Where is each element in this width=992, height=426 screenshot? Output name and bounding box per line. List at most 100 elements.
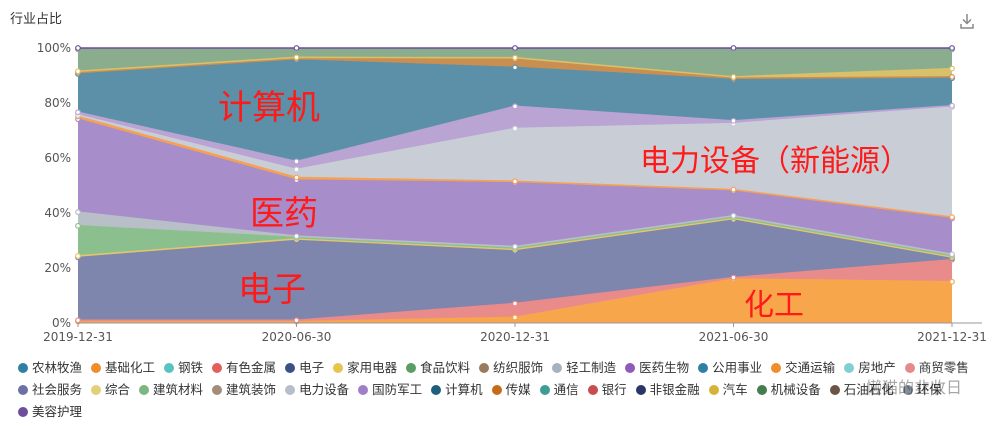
legend-item[interactable]: 环保 [902,379,942,401]
legend-label: 钢铁 [178,360,204,375]
legend-item[interactable]: 商贸零售 [904,357,969,379]
legend-item[interactable]: 有色金属 [212,357,276,379]
legend-item[interactable]: 计算机 [431,379,483,401]
legend-item[interactable]: 医药生物 [625,357,689,379]
data-point[interactable] [949,214,955,221]
legend-item[interactable]: 家用电器 [333,357,397,379]
data-point[interactable] [512,45,518,51]
legend-item[interactable]: 建筑装饰 [212,379,276,401]
data-point[interactable] [293,45,300,51]
data-point[interactable] [949,251,955,258]
chart-title: 行业占比 [10,12,63,27]
legend-marker-icon [212,385,223,395]
legend-marker-icon [18,363,28,373]
annotation-power-equipment: 电力设备（新能源） [640,144,910,179]
legend-item[interactable]: 美容护理 [18,401,82,423]
legend-item[interactable]: 石油石化 [829,379,894,401]
annotation-pharma: 医药 [250,194,318,234]
data-point[interactable] [730,274,737,281]
legend-item[interactable]: 银行 [587,379,627,401]
data-point[interactable] [512,314,518,321]
legend-marker-icon [552,363,563,373]
legend-item[interactable]: 综合 [91,379,130,401]
data-point[interactable] [293,317,300,324]
annotation-chemicals: 化工 [744,288,804,323]
legend-item[interactable]: 汽车 [708,379,748,401]
legend-label: 基础化工 [105,360,156,375]
data-point[interactable] [512,64,518,71]
legend-marker-icon [18,385,28,395]
legend-item[interactable]: 交通运输 [771,357,835,379]
data-point[interactable] [512,178,518,185]
data-point[interactable] [75,68,81,75]
legend-marker-icon [285,385,296,395]
legend-item[interactable]: 通信 [539,379,579,401]
legend-label: 交通运输 [785,360,836,375]
y-tick-label: 20% [44,261,71,275]
data-point[interactable] [512,54,518,61]
legend-label: 社会服务 [32,382,83,397]
legend-item[interactable]: 国防军工 [358,379,422,401]
data-point[interactable] [730,186,737,193]
legend-label: 计算机 [445,382,483,397]
y-tick-label: 0% [52,316,71,330]
legend-item[interactable]: 农林牧渔 [18,357,82,379]
legend-marker-icon [708,385,719,395]
data-point[interactable] [949,65,955,72]
data-point[interactable] [75,222,81,229]
legend-item[interactable]: 食品饮料 [406,357,470,379]
legend-item[interactable]: 纺织服饰 [479,357,543,379]
data-point[interactable] [512,243,518,250]
data-point[interactable] [293,174,300,181]
data-point[interactable] [293,54,300,61]
legend-item[interactable]: 传媒 [491,379,531,401]
data-point[interactable] [730,117,737,124]
data-point[interactable] [75,317,81,324]
data-point[interactable] [730,45,737,51]
data-point[interactable] [293,233,300,240]
data-point[interactable] [75,109,81,116]
legend-marker-icon [406,363,417,373]
data-point[interactable] [730,212,737,219]
legend-label: 非银金融 [649,382,700,397]
legend-item[interactable]: 建筑材料 [139,379,203,401]
legend-item[interactable]: 非银金融 [635,379,700,401]
legend-item[interactable]: 电力设备 [285,379,349,401]
download-icon[interactable] [958,12,976,30]
data-point[interactable] [75,45,81,51]
data-point[interactable] [512,300,518,307]
data-point[interactable] [949,73,955,80]
legend-marker-icon [91,363,102,373]
legend-item[interactable]: 轻工制造 [552,357,616,379]
data-point[interactable] [949,278,955,285]
legend-item[interactable]: 房地产 [844,357,896,379]
y-tick-label: 60% [44,151,71,165]
legend-marker-icon [91,385,102,395]
legend-label: 通信 [553,382,579,397]
data-point[interactable] [75,209,81,216]
data-point[interactable] [293,158,300,165]
data-point[interactable] [730,73,737,80]
data-point[interactable] [293,166,300,173]
legend-item[interactable]: 电子 [285,357,324,379]
y-tick-label: 40% [44,206,71,220]
legend-item[interactable]: 钢铁 [164,357,203,379]
legend-marker-icon [139,385,150,395]
data-point[interactable] [949,45,955,51]
legend-item[interactable]: 公用事业 [698,357,762,379]
legend-item[interactable]: 社会服务 [18,379,82,401]
data-point[interactable] [75,253,81,259]
data-point[interactable] [512,103,518,110]
legend-marker-icon [491,385,502,395]
y-tick-label: 100% [37,41,71,55]
x-tick-label: 2020-06-30 [262,330,332,344]
data-point[interactable] [949,102,955,109]
legend-label: 美容护理 [32,404,83,419]
legend-item[interactable]: 机械设备 [756,379,821,401]
annotation-computer: 计算机 [218,88,320,128]
legend-label: 食品饮料 [420,360,471,375]
legend-item[interactable]: 基础化工 [91,357,155,379]
legend-label: 电力设备 [299,382,350,397]
data-point[interactable] [512,125,518,132]
